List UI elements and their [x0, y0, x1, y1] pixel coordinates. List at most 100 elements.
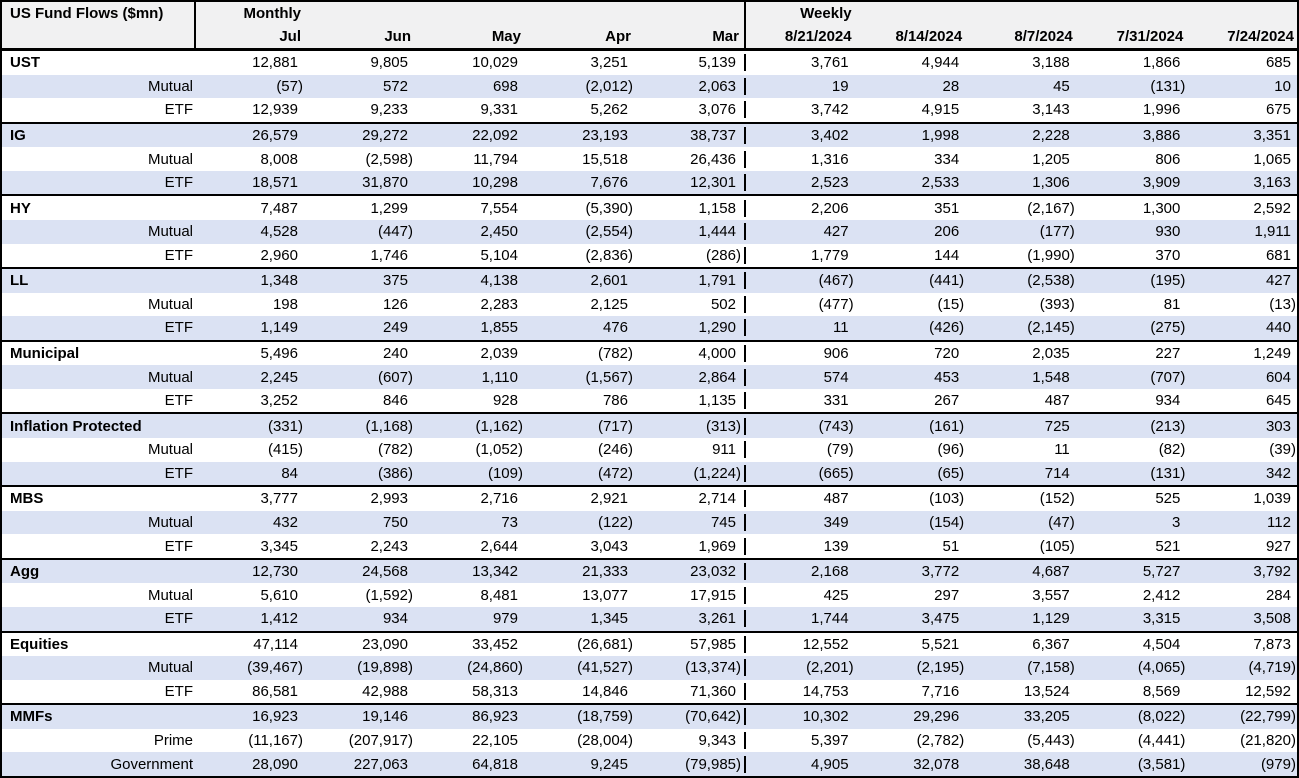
- cell: 370: [1155, 246, 1181, 264]
- table-body: UST 12,881 9,805 10,029 3,251 5,139 3,761 4,944…: [2, 51, 1297, 776]
- cell: (11,167): [248, 732, 303, 750]
- cell: (1,990): [1027, 246, 1075, 264]
- header-spacer: [1188, 2, 1299, 25]
- cell: 1,205: [1032, 150, 1070, 168]
- cell: (5,443): [1027, 732, 1075, 750]
- monthly-section-label: Monthly: [243, 5, 302, 22]
- row-label: Inflation Protected: [10, 417, 142, 435]
- cell: (13): [1269, 295, 1296, 313]
- sub-row: Mutual 8,008 (2,598) 11,794 15,518 26,436 1,31…: [2, 147, 1297, 171]
- cell: 1,412: [260, 610, 298, 628]
- cell: 84: [281, 464, 298, 482]
- cell: (18,759): [577, 708, 633, 726]
- cell: (105): [1039, 537, 1075, 555]
- cell: 1,129: [1032, 610, 1070, 628]
- cell: 5,139: [636, 54, 746, 72]
- row-label: ETF: [164, 392, 193, 410]
- cell: 227,063: [353, 755, 408, 773]
- cell: 38,737: [636, 126, 746, 144]
- group-row: Municipal 5,496 240 2,039 (782) 4,000 906 720 2,…: [2, 339, 1297, 366]
- cell: 29,272: [362, 126, 408, 144]
- cell: 375: [382, 272, 408, 290]
- cell: 7,716: [921, 682, 960, 700]
- cell: 2,283: [480, 295, 518, 313]
- cell: (2,538): [1027, 272, 1075, 290]
- cell: 1,249: [1253, 345, 1291, 363]
- cell: (4,719): [1248, 659, 1296, 677]
- cell: 71,360: [636, 682, 746, 700]
- row-label: Equities: [10, 635, 69, 653]
- row-label: ETF: [164, 319, 193, 337]
- cell: 32,078: [913, 755, 960, 773]
- cell: 1,065: [1253, 150, 1291, 168]
- cell: 4,138: [480, 272, 518, 290]
- cell: 8,481: [480, 586, 518, 604]
- cell: (415): [267, 441, 303, 459]
- cell: (3,581): [1137, 755, 1186, 773]
- cell: 10,302: [802, 708, 849, 726]
- group-row: UST 12,881 9,805 10,029 3,251 5,139 3,761 4,944…: [2, 51, 1297, 75]
- cell: (1,592): [365, 586, 413, 604]
- cell: 7,554: [480, 199, 518, 217]
- cell: 1,855: [480, 319, 518, 337]
- cell: 685: [1265, 54, 1291, 72]
- cell: (4,441): [1137, 732, 1186, 750]
- cell: (2,012): [585, 77, 633, 95]
- cell: 5,610: [260, 586, 298, 604]
- cell: 45: [1053, 77, 1070, 95]
- cell: 5,521: [921, 635, 960, 653]
- cell: 38,648: [1023, 755, 1070, 773]
- cell: 487: [1044, 392, 1070, 410]
- sub-row: Prime (11,167) (207,917) 22,105 (28,004) 9,34…: [2, 728, 1297, 753]
- cell: 2,601: [590, 272, 628, 290]
- sub-row: ETF 18,571 31,870 10,298 7,676 12,301 2,523 2,5…: [2, 170, 1297, 195]
- cell: 427: [823, 223, 849, 241]
- cell: (79,985): [636, 755, 746, 773]
- cell: 2,864: [636, 368, 746, 386]
- column-header-may: May: [491, 28, 521, 45]
- cell: (2,782): [916, 732, 965, 750]
- cell: 934: [382, 610, 408, 628]
- cell: 1,866: [1142, 54, 1181, 72]
- cell: (8,022): [1137, 708, 1186, 726]
- cell: 645: [1265, 392, 1291, 410]
- column-header-mar: Mar: [636, 25, 746, 48]
- cell: 1,744: [811, 610, 849, 628]
- cell: 432: [272, 513, 298, 531]
- cell: 2,243: [370, 537, 408, 555]
- cell: 4,504: [1142, 635, 1181, 653]
- cell: 342: [1265, 464, 1291, 482]
- cell: (447): [377, 223, 413, 241]
- sub-row: ETF 86,581 42,988 58,313 14,846 71,360 14,753 7…: [2, 679, 1297, 704]
- cell: 1,306: [1032, 174, 1070, 192]
- cell: 846: [382, 392, 408, 410]
- cell: 6,367: [1032, 635, 1070, 653]
- group-row: IG 26,579 29,272 22,092 23,193 38,737 3,402 1,9…: [2, 121, 1297, 148]
- cell: 5,397: [811, 732, 849, 750]
- cell: 1,548: [1032, 368, 1070, 386]
- cell: 9,343: [636, 732, 746, 750]
- cell: 31,870: [362, 174, 408, 192]
- cell: 24,568: [362, 563, 408, 581]
- cell: 12,730: [252, 563, 298, 581]
- cell: 26,436: [636, 150, 746, 168]
- sub-row: Mutual 198 126 2,283 2,125 502 (477) (15) (393) 8…: [2, 292, 1297, 317]
- cell: 2,035: [1032, 345, 1070, 363]
- cell: 806: [1155, 150, 1181, 168]
- column-header-jun: Jun: [384, 28, 411, 45]
- cell: 7,487: [260, 199, 298, 217]
- header-spacer: [967, 2, 1078, 25]
- cell: 3,188: [1032, 54, 1070, 72]
- group-row: Agg 12,730 24,568 13,342 21,333 23,032 2,168 3,…: [2, 557, 1297, 584]
- column-header-week-5: 7/24/2024: [1227, 28, 1294, 45]
- cell: 1,135: [636, 392, 746, 410]
- cell: 2,206: [811, 199, 849, 217]
- row-label: HY: [10, 199, 31, 217]
- cell: 681: [1265, 246, 1291, 264]
- cell: 1,299: [370, 199, 408, 217]
- cell: 349: [823, 513, 849, 531]
- cell: 12,301: [636, 174, 746, 192]
- sub-row: ETF 3,345 2,243 2,644 3,043 1,969 139 51 (105) 52…: [2, 534, 1297, 558]
- cell: 13,524: [1023, 682, 1070, 700]
- row-label: Mutual: [147, 441, 193, 459]
